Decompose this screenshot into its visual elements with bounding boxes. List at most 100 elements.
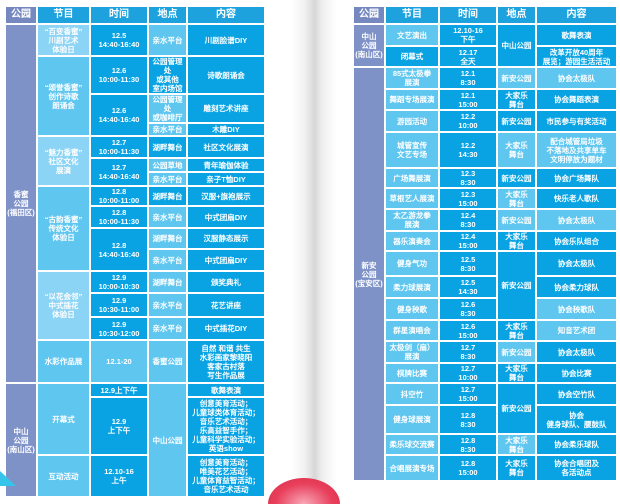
table-cell: 快乐老人歌队	[537, 189, 616, 208]
table-cell: “以花会邻” 中式插花 体验日	[38, 272, 89, 339]
table-row: 草根艺人展演 12.3 15:00 大家乐 舞台 快乐老人歌队	[354, 189, 616, 208]
table-row: 亲水平台 中式团扇DIY	[6, 250, 264, 270]
table-cell: 亲水平台	[149, 318, 186, 339]
table-cell: 新安公园	[498, 68, 535, 88]
column-header: 地点	[149, 7, 186, 23]
table-cell: 亲水平台	[149, 294, 186, 316]
table-cell: 城管宣传 文艺专场	[386, 133, 438, 167]
park-cell: 中山 公园 (南山区)	[6, 384, 36, 496]
table-row: 柔力球展演 12.5 14:30 协会柔力球队	[354, 277, 616, 297]
table-cell: 汉服静态展示	[188, 229, 264, 248]
table-row: 柔乐球交流赛 12.8 8:30 大家乐 舞台 协会柔乐球队	[354, 435, 616, 454]
table-row: 抖空竹 12.7 15:00 新安公园 协会空竹队	[354, 384, 616, 433]
table-cell: 开幕式	[38, 384, 89, 454]
table-row: 群星演唱会 12.6 15:00 大家乐 舞台 知音艺术团	[354, 321, 616, 340]
column-header: 公园	[354, 7, 384, 23]
table-cell: 12.7 10:00-11:30	[91, 137, 147, 157]
table-cell: 歌舞表演	[537, 25, 616, 45]
table-cell: 12.4 15:00	[440, 232, 496, 250]
table-cell: 12.8 8:30	[440, 435, 496, 454]
table-cell: 12.9 10:30-12:00	[91, 318, 147, 339]
table-cell: 12.3 15:00	[440, 189, 496, 208]
table-cell: 大家乐 舞台	[498, 90, 535, 109]
table-cell: 12.9 10:00-10:30	[91, 272, 147, 292]
table-cell: 大家乐 舞台	[498, 189, 535, 208]
table-cell: 汉服+旗袍展示	[188, 187, 264, 205]
header-row: 公园 节目 时间 地点 内容	[6, 7, 264, 23]
table-cell: 12.9 10:30-11:00	[91, 294, 147, 316]
table-row: 健身秧歌 12.6 8:30 协会秧歌队	[354, 299, 616, 319]
column-header: 节目	[386, 7, 438, 23]
table-cell: 闭幕式	[386, 47, 438, 66]
table-cell: 香蜜公园	[149, 341, 186, 382]
table-cell: 12.3 8:30	[440, 169, 496, 187]
table-cell: 12.8 14:40-16:40	[91, 229, 147, 270]
table-cell: 新安公园	[498, 342, 535, 362]
table-cell: 协会太极队	[537, 252, 616, 275]
table-cell: 亲子T恤DIY	[188, 173, 264, 185]
table-cell: 12.6 15:00	[440, 321, 496, 340]
table-cell: 协会太极队	[537, 68, 616, 88]
park-cell: 中山 公园 (南山区)	[354, 25, 384, 66]
table-row: 12.6 14:40-16:40 公园管理处 或咖啡厅 雕刻艺术讲座	[6, 95, 264, 135]
table-cell: 雕刻艺术讲座	[188, 95, 264, 122]
table-cell: 12.2 10:00	[440, 111, 496, 131]
table-row: 城管宣传 文艺专场 12.2 14:30 大家乐 舞台 配合城管局垃圾 不落地及共享单…	[354, 133, 616, 167]
table-row: 舞蹈专场展演 12.1 15:00 大家乐 舞台 协会舞蹈表演	[354, 90, 616, 109]
column-header: 地点	[498, 7, 535, 23]
table-cell: 12.10-16 上午	[91, 456, 147, 496]
table-cell: 青年瑜伽体验	[188, 159, 264, 171]
table-cell: “魅力香蜜” 社区文化 展演	[38, 137, 89, 185]
table-row: 太极剑（扇） 展演 12.7 8:30 新安公园 协会太极队	[354, 342, 616, 362]
table-cell: 12.5 14:40-16:40	[91, 25, 147, 55]
table-cell: 12.9上下午	[91, 384, 147, 396]
table-row: 互动活动 12.10-16 上午 创意美育活动； 唯美花艺活动； 儿童体育益智活动；…	[6, 456, 264, 496]
table-row: “魅力香蜜” 社区文化 展演 12.7 10:00-11:30 湖畔舞台 社区文化展演	[6, 137, 264, 185]
table-cell: 中山公园	[498, 25, 535, 66]
column-header: 节目	[38, 7, 89, 23]
table-row: 亲水平台 亲子T恤DIY	[6, 173, 264, 185]
table-cell: “百变香蜜” 川剧艺术 体验日	[38, 25, 89, 55]
table-cell: 协会 健身球队、腰鼓队	[537, 406, 616, 433]
table-cell: 12.6 10:00-11:30	[91, 57, 147, 93]
table-cell: 诗歌朗诵会	[188, 57, 264, 93]
table-row: 合唱展演专场 12.8 15:00 大家乐 舞台 协会合唱团及 各活动点	[354, 456, 616, 480]
table-cell: 新安公园	[498, 252, 535, 319]
table-cell: 自然 和谐 共生 水彩画家黎晓阳 客家古村落 写生作品展	[188, 341, 264, 382]
table-cell: 12.6 14:40-16:40	[91, 95, 147, 135]
table-cell: 社区文化展演	[188, 137, 264, 157]
table-cell: 柔力球展演	[386, 277, 438, 297]
table-row: 12.8 10:00-11:30 亲水平台 中式团扇DIY	[6, 207, 264, 227]
table-row: 亲水平台 木雕DIY	[6, 124, 264, 135]
table-cell: 12.8 15:00	[440, 456, 496, 480]
table-cell: 市民参与有奖活动	[537, 111, 616, 131]
table-cell: 协会广场舞队	[537, 169, 616, 187]
table-cell: “古韵香蜜” 传统文化 体验日	[38, 187, 89, 270]
table-row: 太乙游龙拳 展演 12.4 8:30 新安公园 协会太极队	[354, 210, 616, 230]
table-row: 游园活动 12.2 10:00 新安公园 市民参与有奖活动	[354, 111, 616, 131]
table-cell: 亲水平台	[149, 173, 186, 185]
header-row: 公园 节目 时间 地点 内容	[354, 7, 616, 23]
table-cell: 湖畔舞台	[149, 229, 186, 248]
table-cell: 抖空竹	[386, 384, 438, 404]
park-cell: 新安 公园 (宝安区)	[354, 68, 384, 480]
table-cell: 协会合唱团及 各活动点	[537, 456, 616, 480]
table-cell: 广场舞展演	[386, 169, 438, 187]
table-cell: 新安公园	[498, 210, 535, 230]
table-cell: 健身气功	[386, 252, 438, 275]
table-row: 12.9 10:30-11:00 亲水平台 花艺讲座	[6, 294, 264, 316]
table-cell: 12.1 8:30	[440, 68, 496, 88]
table-cell: 中山公园	[149, 384, 186, 496]
table-cell: 大家乐 舞台	[498, 435, 535, 454]
table-cell: 知音艺术团	[537, 321, 616, 340]
table-row: 中山 公园 (南山区) 文艺演出 12.10-16 下午 中山公园 歌舞表演	[354, 25, 616, 66]
table-cell: 太乙游龙拳 展演	[386, 210, 438, 230]
table-cell: 公园管理处 或咖啡厅	[149, 95, 186, 122]
table-cell: 12.4 8:30	[440, 210, 496, 230]
table-cell: 12.7 15:00	[440, 384, 496, 404]
table-cell: 12.5 8:30	[440, 252, 496, 275]
table-cell: 舞蹈专场展演	[386, 90, 438, 109]
table-cell: 协会比赛	[537, 364, 616, 382]
table-cell: 湖畔舞台	[149, 187, 186, 205]
table-cell: 大家乐 舞台	[498, 321, 535, 340]
